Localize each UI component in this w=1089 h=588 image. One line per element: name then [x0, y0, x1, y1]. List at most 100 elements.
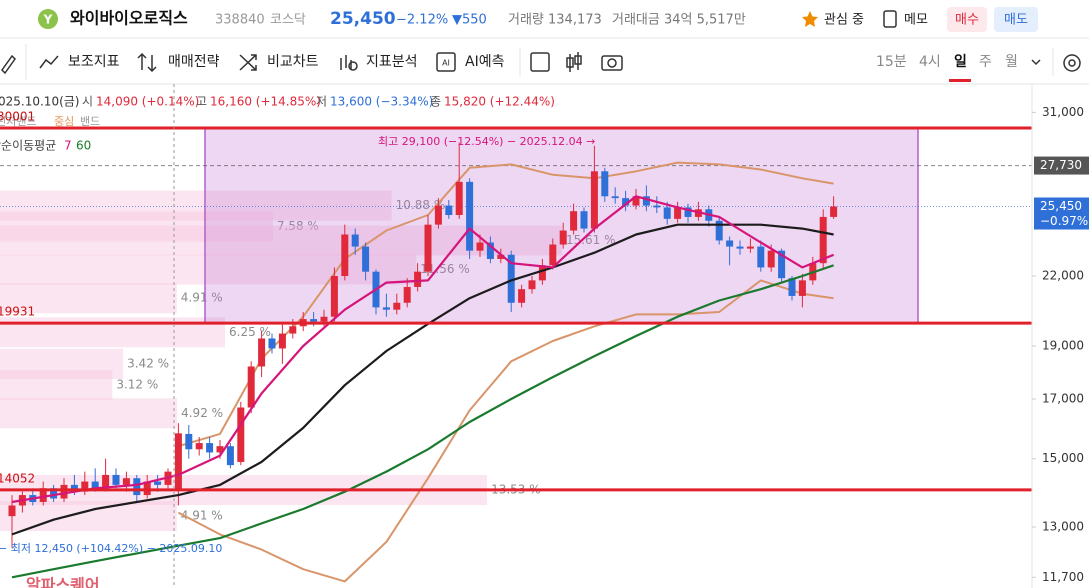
info-label: 저	[316, 95, 327, 109]
pencil-icon[interactable]	[1, 54, 16, 75]
candle-body	[580, 211, 588, 229]
buy-button[interactable]: 매수	[955, 13, 979, 28]
candle-icon-body[interactable]	[574, 55, 582, 65]
candle-body	[278, 333, 286, 349]
candle-body	[497, 254, 505, 259]
info-date: 025.10.10(금)	[0, 95, 79, 109]
indicator-icon[interactable]	[39, 55, 59, 69]
memo-button[interactable]: 메모	[904, 13, 928, 28]
camera-lens[interactable]	[607, 58, 617, 68]
price: 25,450	[330, 9, 396, 29]
toolbar-item[interactable]: 매매전략	[168, 54, 220, 70]
candle-body	[362, 246, 370, 272]
volume-profile-label: 7.58 %	[277, 219, 319, 233]
candle-body	[102, 474, 110, 489]
active-underline	[949, 79, 971, 82]
volume-profile-bar	[0, 370, 113, 401]
candle-icon-body[interactable]	[566, 57, 574, 68]
info-value: 16,160 (+14.85%)	[210, 95, 321, 109]
candle-icon[interactable]	[569, 52, 579, 72]
candle-body	[341, 234, 349, 277]
volume-profile-label: 3.12 %	[116, 378, 158, 392]
change: ▼550	[452, 13, 487, 28]
toolbar-item[interactable]: 지표분석	[366, 54, 418, 70]
info-label: 시	[82, 95, 93, 109]
buy-button-bg[interactable]	[947, 7, 987, 32]
level-label: 14052	[0, 471, 35, 485]
ai-icon-text: AI	[442, 59, 450, 68]
candle-body	[778, 250, 786, 279]
candle-body	[622, 198, 630, 206]
sma-line	[11, 195, 835, 504]
volume-profile-bar	[0, 501, 177, 532]
price-marker-label: 27,730	[1040, 158, 1082, 172]
candle-body	[746, 246, 754, 249]
legend-sma-60: 60	[76, 139, 91, 153]
ai-icon[interactable]	[436, 52, 456, 72]
chevron-icon[interactable]	[1031, 59, 1041, 66]
candle-body	[757, 246, 765, 268]
period-button[interactable]: 월	[1005, 54, 1018, 70]
high-annotation: 최고 29,100 (−12.54%) − 2025.12.04 →	[378, 135, 595, 148]
candle-body	[330, 276, 338, 317]
compare-icon[interactable]	[239, 54, 257, 71]
info-label: 종	[430, 95, 441, 109]
candle-body	[382, 307, 390, 310]
candle-body	[133, 478, 141, 496]
candle-body	[663, 207, 671, 219]
memo-icon[interactable]	[883, 10, 897, 28]
toolbar-item[interactable]: 비교차트	[267, 54, 319, 70]
star-icon[interactable]	[802, 11, 818, 27]
analysis-icon[interactable]	[340, 55, 352, 70]
volume-profile-bar	[0, 190, 392, 221]
period-button-active[interactable]: 일	[954, 54, 967, 70]
sell-button[interactable]: 매도	[1004, 13, 1028, 28]
period-button[interactable]: 15분	[876, 54, 907, 70]
candle-body	[8, 505, 16, 517]
legend-bollinger: 볼린저밴드	[0, 115, 37, 128]
period-button[interactable]: 주	[979, 54, 992, 70]
candle-body	[528, 280, 536, 290]
candle-body	[559, 230, 567, 245]
candle-body	[195, 443, 203, 450]
volume: 거래량 134,173	[508, 13, 602, 28]
candle-body	[185, 433, 193, 450]
watch-button[interactable]: 관심 중	[824, 13, 864, 28]
settings-icon-core[interactable]	[1068, 59, 1076, 67]
candle-body	[726, 240, 734, 247]
info-label: 고	[196, 95, 207, 109]
candle-body	[60, 484, 68, 499]
analysis-icon-lens[interactable]	[348, 61, 358, 71]
level-label: 19931	[0, 305, 35, 319]
candle-body	[632, 196, 640, 206]
amount: 거래대금 34억 5,517만	[612, 13, 746, 28]
toolbar-item[interactable]: AI예측	[465, 54, 505, 70]
change-pct: −2.12%	[396, 13, 448, 28]
volume-profile-bar	[0, 348, 124, 379]
candle-body	[247, 366, 255, 408]
candle-body	[226, 446, 234, 466]
sell-button-bg[interactable]	[994, 7, 1038, 32]
toolbar-item[interactable]: 보조지표	[68, 54, 120, 70]
period-button[interactable]: 4시	[919, 54, 941, 70]
strategy-icon[interactable]	[137, 52, 157, 73]
candle-body	[39, 488, 47, 502]
candle-body	[216, 446, 224, 453]
camera-icon[interactable]	[601, 55, 623, 71]
candle-body	[601, 171, 609, 197]
header-bg	[0, 0, 1089, 38]
logo	[38, 9, 58, 29]
volume-profile-label: 4.91 %	[181, 509, 223, 523]
candle-body	[788, 278, 796, 296]
candle-body	[653, 205, 661, 208]
legend-bollinger-center: 중심	[54, 115, 74, 128]
y-tick-label: 22,000	[1042, 269, 1084, 283]
box-icon[interactable]	[530, 52, 550, 72]
candle-body	[819, 216, 827, 264]
range-box	[204, 127, 919, 324]
settings-icon[interactable]	[1063, 54, 1081, 72]
candle-body	[538, 265, 546, 281]
candle-body	[767, 250, 775, 268]
candle-body	[174, 433, 182, 489]
